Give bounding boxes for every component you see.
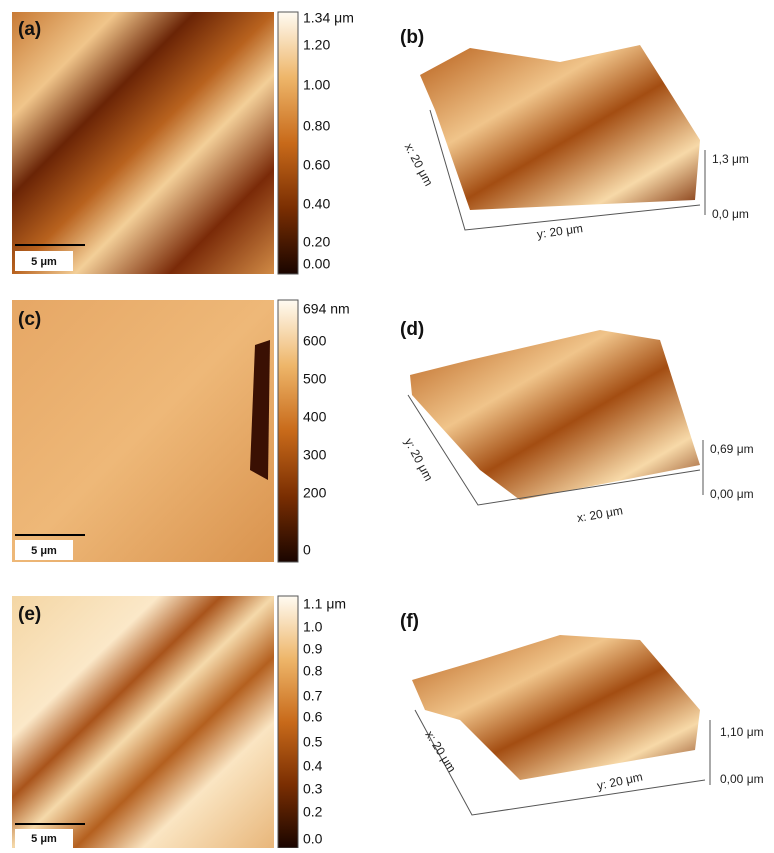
z-axis-label: 0,0 μm (712, 207, 749, 221)
panel-label: (b) (400, 27, 424, 48)
scale-bar-label: 5 μm (31, 833, 57, 845)
colorbar-tick-label: 0.5 (303, 734, 323, 750)
axis-label: y: 20 μm (596, 770, 644, 793)
colorbar-tick-label: 694 nm (303, 301, 350, 317)
surface-3d (420, 45, 700, 210)
axis-label: x: 20 μm (423, 728, 459, 775)
colorbar-tick-label: 0 (303, 542, 311, 558)
colorbar-tick-label: 0.2 (303, 804, 323, 820)
colorbar-tick-label: 0.8 (303, 663, 323, 679)
z-axis-label: 0,00 μm (720, 772, 764, 786)
colorbar (278, 12, 298, 274)
colorbar-tick-label: 0.4 (303, 758, 323, 774)
colorbar-tick-label: 1.0 (303, 619, 323, 635)
colorbar-tick-label: 0.7 (303, 688, 323, 704)
z-axis-label: 1,3 μm (712, 152, 749, 166)
colorbar-tick-label: 1.1 μm (303, 596, 346, 612)
colorbar-tick-label: 0.40 (303, 196, 330, 212)
afm-image (12, 596, 274, 848)
surface-3d (410, 330, 700, 500)
z-axis-label: 0,69 μm (710, 442, 754, 456)
colorbar-tick-label: 0.6 (303, 709, 323, 725)
colorbar-tick-label: 0.3 (303, 781, 323, 797)
axis-label: y: 20 μm (402, 436, 436, 483)
panel-label: (d) (400, 319, 424, 340)
colorbar-tick-label: 1.00 (303, 77, 330, 93)
colorbar-tick-label: 0.0 (303, 831, 323, 847)
figure: (a)5 μm1.34 μm1.201.000.800.600.400.200.… (0, 0, 774, 848)
panel-label: (c) (18, 309, 41, 330)
z-axis-label: 0,00 μm (710, 487, 754, 501)
colorbar-tick-label: 0.20 (303, 234, 330, 250)
scale-bar-label: 5 μm (31, 545, 57, 557)
colorbar-tick-label: 0.9 (303, 641, 323, 657)
colorbar-tick-label: 400 (303, 409, 327, 425)
axis-label: x: 20 μm (576, 503, 624, 525)
colorbar-tick-label: 600 (303, 333, 327, 349)
afm-image (12, 12, 274, 274)
colorbar-tick-label: 1.34 μm (303, 10, 354, 26)
colorbar-tick-label: 1.20 (303, 37, 330, 53)
colorbar-tick-label: 0.80 (303, 118, 330, 134)
scale-bar-label: 5 μm (31, 256, 57, 268)
colorbar-tick-label: 500 (303, 371, 327, 387)
colorbar-tick-label: 300 (303, 447, 327, 463)
colorbar (278, 596, 298, 848)
colorbar-tick-label: 0.60 (303, 157, 330, 173)
surface-3d (412, 635, 700, 780)
panel-label: (e) (18, 604, 41, 625)
panel-label: (f) (400, 611, 419, 632)
panel-label: (a) (18, 19, 41, 40)
z-axis-label: 1,10 μm (720, 725, 764, 739)
colorbar-tick-label: 200 (303, 485, 327, 501)
axis-label: x: 20 μm (402, 141, 436, 188)
afm-image (12, 300, 274, 562)
colorbar-tick-label: 0.00 (303, 256, 330, 272)
axis-label: y: 20 μm (536, 221, 584, 241)
colorbar (278, 300, 298, 562)
